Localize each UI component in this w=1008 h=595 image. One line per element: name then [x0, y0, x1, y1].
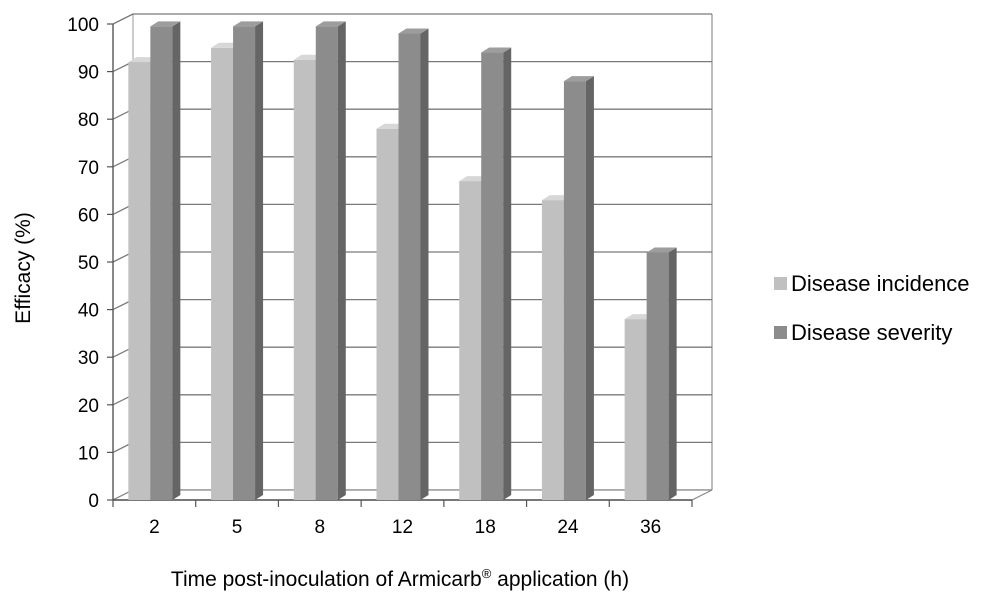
legend: Disease incidence Disease severity	[774, 271, 970, 345]
bar	[646, 247, 677, 500]
y-tick-label: 70	[78, 158, 99, 179]
x-axis-title-superscript: ®	[482, 566, 492, 581]
y-tick-label: 30	[78, 348, 99, 369]
legend-label-disease-severity: Disease severity	[791, 320, 952, 345]
x-tick-label: 24	[557, 517, 579, 538]
y-tick-label: 90	[78, 63, 99, 84]
y-tick-label: 80	[78, 110, 99, 131]
x-tick-label: 18	[475, 517, 496, 538]
y-tick-label: 60	[78, 205, 99, 226]
legend-swatch-disease-severity	[774, 326, 787, 339]
bar	[315, 21, 346, 500]
bar	[481, 47, 512, 501]
x-axis-title: Time post-inoculation of Armicarb® appli…	[171, 566, 629, 591]
x-tick-label: 2	[149, 517, 160, 538]
bar	[233, 21, 264, 500]
x-tick-label: 5	[232, 517, 243, 538]
y-tick-label: 10	[78, 443, 99, 464]
x-tick-label: 36	[640, 517, 661, 538]
bar	[563, 76, 594, 501]
y-axis-title: Efficacy (%)	[12, 212, 35, 324]
bar	[398, 28, 429, 501]
x-tick-label: 8	[314, 517, 325, 538]
x-tick-labels: 2 5 8 12 18 24 36	[149, 517, 661, 538]
y-tick-label: 0	[88, 491, 99, 512]
y-tick-labels: 0 10 20 30 40 50 60 70 80 90 100	[67, 15, 99, 512]
x-tick-label: 12	[392, 517, 413, 538]
y-tick-label: 40	[78, 301, 99, 322]
x-axis-title-main: Time post-inoculation of Armicarb	[171, 568, 482, 591]
legend-swatch-disease-incidence	[774, 277, 787, 290]
y-tick-label: 100	[67, 15, 99, 36]
y-tick-label: 50	[78, 253, 99, 274]
gridline	[112, 13, 712, 25]
x-axis-title-suffix: application (h)	[491, 568, 629, 591]
y-tick-label: 20	[78, 396, 99, 417]
legend-label-disease-incidence: Disease incidence	[791, 271, 970, 296]
bars	[128, 21, 677, 501]
bar	[150, 21, 181, 500]
